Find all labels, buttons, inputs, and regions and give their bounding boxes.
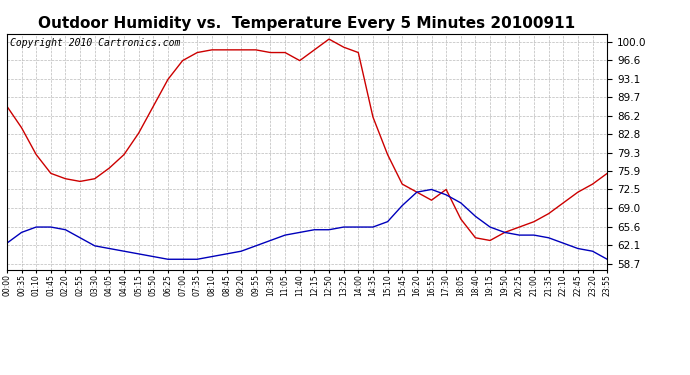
Title: Outdoor Humidity vs.  Temperature Every 5 Minutes 20100911: Outdoor Humidity vs. Temperature Every 5…	[39, 16, 575, 31]
Text: Copyright 2010 Cartronics.com: Copyright 2010 Cartronics.com	[10, 39, 180, 48]
